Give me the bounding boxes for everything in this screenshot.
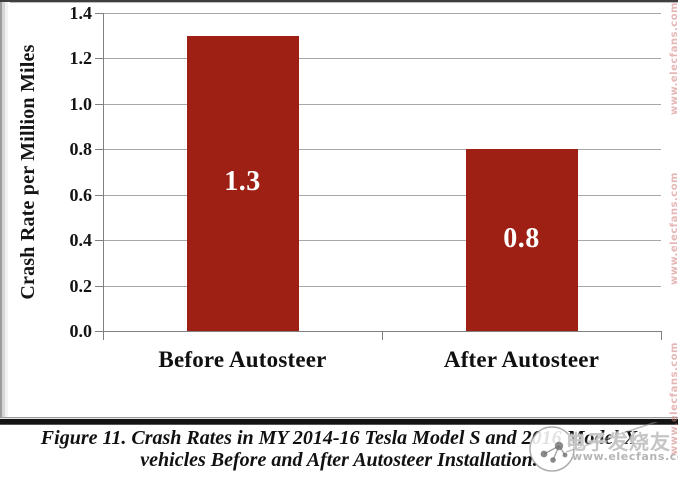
elecfans-url-watermark: www.elecfans.com bbox=[572, 450, 678, 463]
elecfans-side-watermark: www.elecfans.com bbox=[669, 342, 678, 455]
y-tick-label: 0.6 bbox=[69, 184, 93, 205]
x-axis-tick bbox=[103, 331, 104, 340]
y-axis-tick bbox=[95, 13, 103, 14]
y-tick-label: 1.0 bbox=[69, 93, 93, 114]
y-gridline bbox=[103, 103, 661, 105]
y-axis-tick bbox=[95, 58, 103, 60]
y-gridline bbox=[103, 194, 661, 196]
y-tick-label: 0.0 bbox=[69, 321, 93, 341]
y-gridline bbox=[103, 149, 661, 151]
y-tick-label: 1.2 bbox=[69, 48, 93, 69]
figure-caption: Figure 11. Crash Rates in MY 2014-16 Tes… bbox=[0, 427, 678, 471]
y-axis-line bbox=[103, 13, 104, 331]
y-axis-tick bbox=[95, 194, 103, 196]
y-tick-label: 1.4 bbox=[69, 3, 93, 23]
y-axis-tick bbox=[95, 103, 103, 105]
y-tick-label: 0.8 bbox=[69, 139, 93, 160]
y-gridline bbox=[103, 240, 661, 242]
x-axis-tick bbox=[661, 331, 662, 340]
y-axis-tick bbox=[95, 149, 103, 151]
elecfans-side-watermark: www.elecfans.com bbox=[669, 172, 678, 285]
y-tick-label: 0.4 bbox=[69, 230, 93, 251]
caption-divider-rule bbox=[0, 417, 678, 425]
elecfans-cjk-watermark: 电子发烧友 bbox=[566, 430, 671, 454]
caption-line-1: Figure 11. Crash Rates in MY 2014-16 Tes… bbox=[40, 427, 638, 449]
y-tick-label: 0.2 bbox=[69, 275, 93, 296]
bar-value-label: 0.8 bbox=[503, 223, 540, 255]
y-axis-tick bbox=[95, 240, 103, 242]
caption-line-2: vehicles Before and After Autosteer Inst… bbox=[140, 449, 538, 471]
y-gridline bbox=[103, 58, 661, 60]
x-axis-label-before-autosteer: Before Autosteer bbox=[158, 347, 327, 372]
crash-rate-bar-chart: Crash Rate per Million Miles 0.0 0.2 0.4 0.… bbox=[17, 3, 662, 372]
left-edge-shadow bbox=[0, 2, 10, 419]
y-axis-title: Crash Rate per Million Miles bbox=[17, 44, 39, 300]
x-axis-label-after-autosteer: After Autosteer bbox=[443, 347, 600, 372]
elecfans-side-watermark: www.elecfans.com bbox=[669, 2, 678, 115]
y-gridline bbox=[103, 285, 661, 287]
y-axis-tick bbox=[95, 285, 103, 287]
bar-before-autosteer: 1.3 bbox=[186, 35, 299, 331]
bar-after-autosteer: 0.8 bbox=[465, 149, 578, 331]
top-border-line bbox=[0, 0, 678, 3]
x-axis-line bbox=[95, 331, 661, 332]
x-axis-tick bbox=[382, 331, 383, 340]
bar-value-label: 1.3 bbox=[224, 166, 261, 198]
y-gridline bbox=[103, 13, 661, 14]
